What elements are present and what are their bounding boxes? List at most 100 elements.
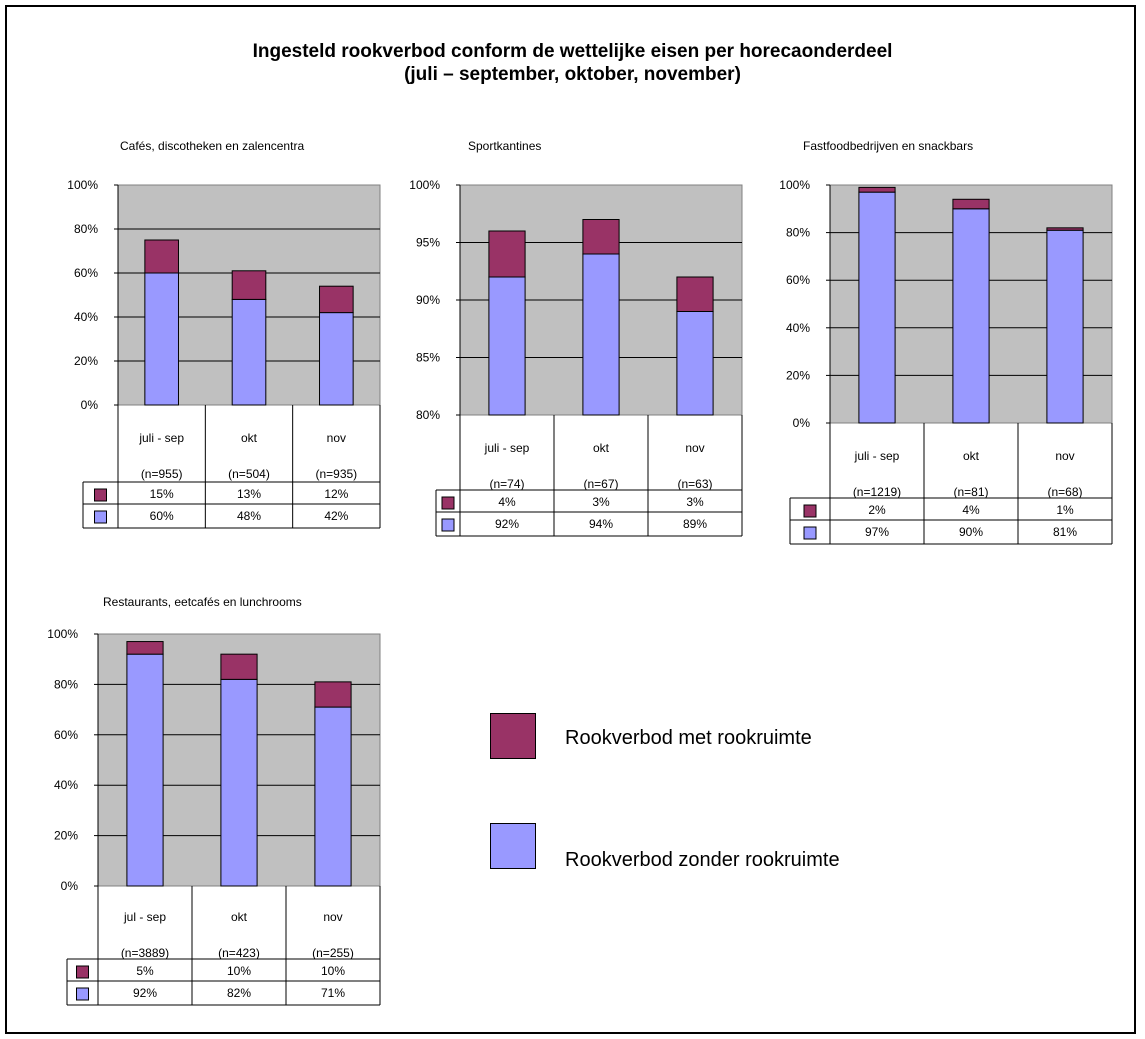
y-tick-label: 20%: [74, 354, 98, 368]
data-label-without-room: 60%: [150, 509, 174, 523]
table-swatch-without-room: [803, 526, 817, 540]
bar-without-room: [952, 208, 990, 424]
data-label-without-room: 97%: [865, 525, 889, 539]
bar-with-room: [582, 219, 620, 255]
data-label-with-room: 4%: [962, 503, 980, 517]
category-n-label: (n=74): [489, 477, 524, 491]
bar-with-room: [231, 270, 267, 300]
data-label-with-room: 3%: [686, 495, 704, 509]
category-n-label: (n=81): [953, 485, 988, 499]
category-n-label: (n=935): [315, 467, 357, 481]
bar-with-room: [676, 276, 714, 312]
y-tick-label: 80%: [54, 677, 78, 691]
category-label: okt: [231, 910, 248, 924]
table-swatch-without-room: [94, 510, 107, 524]
table-swatch-without-room: [76, 987, 89, 1001]
chart-title: Cafés, discotheken en zalencentra: [120, 139, 304, 153]
legend-label-without-room: Rookverbod zonder rookruimte: [565, 849, 840, 871]
chart-title: Fastfoodbedrijven en snackbars: [803, 139, 973, 153]
legend-swatch-without-room: [490, 823, 536, 869]
figure-title: Ingesteld rookverbod conform de wettelij…: [0, 40, 1145, 86]
bar-without-room: [676, 311, 714, 416]
category-n-label: (n=67): [583, 477, 618, 491]
y-tick-label: 100%: [779, 178, 810, 192]
data-label-with-room: 10%: [321, 964, 345, 978]
table-swatch-with-room: [94, 488, 107, 502]
bar-with-room: [488, 230, 526, 278]
y-tick-label: 20%: [54, 829, 78, 843]
data-label-with-room: 2%: [868, 503, 886, 517]
category-label: jul - sep: [123, 910, 166, 924]
data-label-with-room: 5%: [136, 964, 154, 978]
category-label: juli - sep: [484, 441, 530, 455]
legend-swatch-with-room: [490, 713, 536, 759]
data-label-without-room: 42%: [324, 509, 348, 523]
data-label-without-room: 48%: [237, 509, 261, 523]
bar-without-room: [126, 653, 164, 887]
category-label: okt: [593, 441, 610, 455]
data-label-without-room: 89%: [683, 517, 707, 531]
category-n-label: (n=955): [141, 467, 183, 481]
table-swatch-with-room: [441, 496, 455, 510]
chart-title: Restaurants, eetcafés en lunchrooms: [103, 595, 302, 609]
bar-with-room: [126, 641, 164, 655]
y-tick-label: 95%: [416, 236, 440, 250]
bar-with-room: [144, 239, 179, 274]
y-tick-label: 20%: [786, 368, 810, 382]
y-tick-label: 100%: [409, 178, 440, 192]
category-label: nov: [1055, 449, 1074, 463]
category-n-label: (n=68): [1047, 485, 1082, 499]
data-label-without-room: 90%: [959, 525, 983, 539]
category-label: juli - sep: [138, 431, 184, 445]
bar-without-room: [858, 191, 896, 424]
bar-with-room: [1046, 227, 1084, 231]
y-tick-label: 0%: [793, 416, 811, 430]
figure-frame: [5, 5, 1136, 1034]
data-label-with-room: 1%: [1056, 503, 1074, 517]
category-label: nov: [327, 431, 346, 445]
y-tick-label: 40%: [786, 321, 810, 335]
y-tick-label: 0%: [81, 398, 99, 412]
category-n-label: (n=255): [312, 946, 354, 960]
bar-with-room: [314, 681, 352, 708]
y-tick-label: 60%: [786, 273, 810, 287]
category-n-label: (n=3889): [121, 946, 169, 960]
data-label-with-room: 12%: [324, 487, 348, 501]
data-label-with-room: 4%: [498, 495, 516, 509]
bar-without-room: [319, 312, 354, 406]
y-tick-label: 100%: [47, 627, 78, 641]
y-tick-label: 100%: [67, 178, 98, 192]
data-label-without-room: 92%: [133, 986, 157, 1000]
table-swatch-with-room: [803, 504, 817, 518]
bar-with-room: [220, 653, 258, 680]
bar-without-room: [231, 298, 267, 406]
bar-without-room: [488, 276, 526, 416]
category-n-label: (n=1219): [853, 485, 901, 499]
category-label: okt: [963, 449, 980, 463]
category-n-label: (n=63): [677, 477, 712, 491]
category-label: juli - sep: [854, 449, 900, 463]
data-label-without-room: 94%: [589, 517, 613, 531]
chart-title: Sportkantines: [468, 139, 541, 153]
data-label-without-room: 71%: [321, 986, 345, 1000]
bar-without-room: [314, 706, 352, 887]
y-tick-label: 40%: [74, 310, 98, 324]
y-tick-label: 60%: [54, 728, 78, 742]
bar-with-room: [858, 186, 896, 193]
bar-without-room: [582, 253, 620, 416]
legend-label-with-room: Rookverbod met rookruimte: [565, 727, 812, 749]
bar-without-room: [1046, 229, 1084, 424]
data-label-without-room: 92%: [495, 517, 519, 531]
bar-with-room: [319, 285, 354, 314]
category-n-label: (n=423): [218, 946, 260, 960]
category-label: nov: [323, 910, 342, 924]
data-label-with-room: 10%: [227, 964, 251, 978]
y-tick-label: 80%: [786, 226, 810, 240]
y-tick-label: 90%: [416, 293, 440, 307]
y-tick-label: 0%: [61, 879, 79, 893]
table-swatch-with-room: [76, 965, 89, 979]
bar-without-room: [220, 678, 258, 887]
category-label: nov: [685, 441, 704, 455]
bar-without-room: [144, 272, 179, 406]
y-tick-label: 80%: [416, 408, 440, 422]
